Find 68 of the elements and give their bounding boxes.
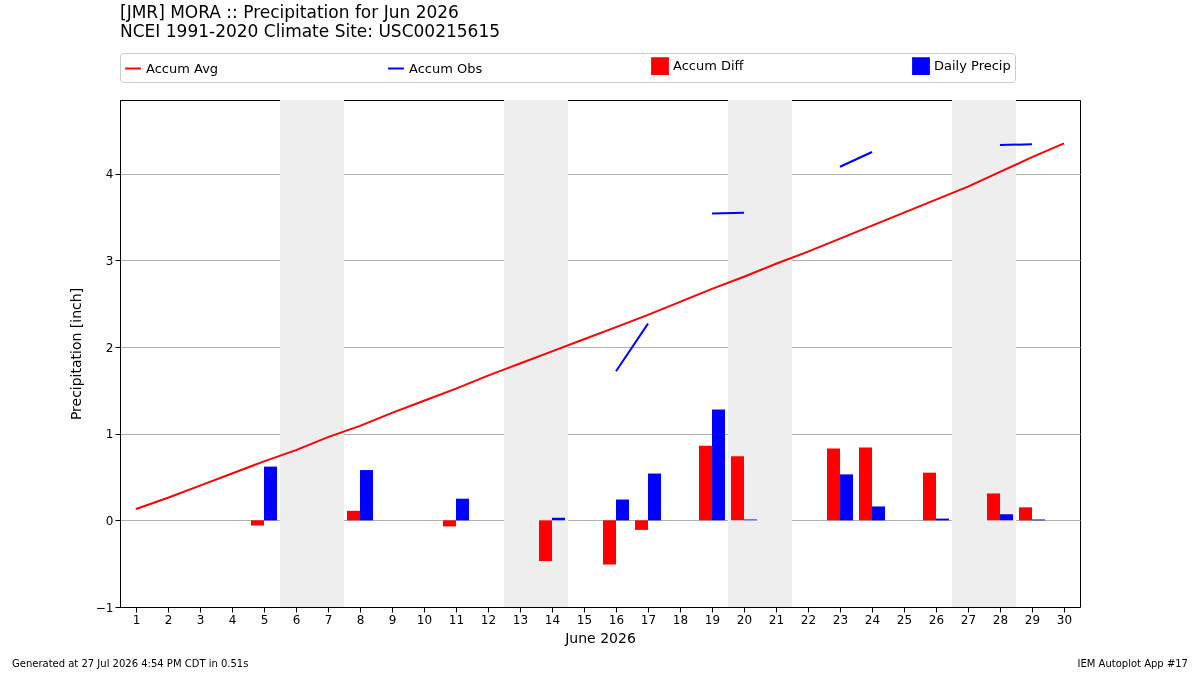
x-tick-label: 21 bbox=[768, 612, 785, 627]
x-tick-label: 30 bbox=[1056, 612, 1073, 627]
bar bbox=[1019, 507, 1032, 521]
x-tick-label: 19 bbox=[704, 612, 721, 627]
bar bbox=[712, 409, 725, 521]
x-tick-label: 9 bbox=[388, 612, 397, 627]
x-tick-label: 15 bbox=[576, 612, 593, 627]
x-tick-label: 12 bbox=[480, 612, 497, 627]
bar bbox=[251, 520, 264, 526]
legend-label: Accum Diff bbox=[673, 58, 745, 74]
x-tick-label: 10 bbox=[416, 612, 433, 627]
bar bbox=[648, 473, 661, 521]
legend-label: Accum Avg bbox=[146, 60, 219, 76]
y-tick-label: −1 bbox=[95, 600, 114, 615]
bar bbox=[1000, 514, 1013, 521]
x-tick-label: 3 bbox=[196, 612, 205, 627]
bar bbox=[859, 447, 872, 521]
x-tick-label: 25 bbox=[896, 612, 913, 627]
bar bbox=[987, 493, 1000, 521]
x-tick-label: 11 bbox=[448, 612, 465, 627]
y-tick-label: 4 bbox=[105, 167, 114, 182]
x-tick-label: 1 bbox=[132, 612, 141, 627]
x-tick-label: 26 bbox=[928, 612, 945, 627]
x-tick-label: 16 bbox=[608, 612, 625, 627]
line-series bbox=[135, 142, 1065, 511]
x-tick-label: 4 bbox=[228, 612, 237, 627]
x-tick-label: 13 bbox=[512, 612, 529, 627]
bar bbox=[872, 506, 885, 521]
bar bbox=[699, 445, 712, 521]
bar bbox=[264, 466, 277, 521]
x-tick-label: 5 bbox=[260, 612, 269, 627]
x-tick-label: 7 bbox=[324, 612, 333, 627]
bar bbox=[731, 456, 744, 521]
x-tick-label: 14 bbox=[544, 612, 561, 627]
bar bbox=[923, 472, 936, 521]
x-tick-label: 23 bbox=[832, 612, 849, 627]
bar bbox=[360, 470, 373, 521]
x-tick-label: 27 bbox=[960, 612, 977, 627]
y-tick-label: 2 bbox=[105, 340, 114, 355]
y-tick-label: 1 bbox=[105, 427, 114, 442]
x-tick-label: 22 bbox=[800, 612, 817, 627]
x-tick-label: 24 bbox=[864, 612, 881, 627]
x-tick-label: 6 bbox=[292, 612, 301, 627]
bar bbox=[603, 520, 616, 565]
y-tick-label: 0 bbox=[105, 513, 114, 528]
legend-label: Daily Precip bbox=[934, 58, 1011, 74]
y-axis-title: Precipitation [inch] bbox=[67, 287, 84, 421]
bar bbox=[840, 474, 853, 521]
bar bbox=[539, 520, 552, 562]
legend-label: Accum Obs bbox=[409, 60, 483, 76]
x-tick-label: 20 bbox=[736, 612, 753, 627]
text: Generated at 27 Jul 2026 4:54 PM CDT in 0.51s bbox=[12, 658, 249, 669]
x-tick-label: 28 bbox=[992, 612, 1009, 627]
bar bbox=[616, 499, 629, 521]
bar bbox=[827, 448, 840, 521]
bar bbox=[635, 520, 648, 530]
x-tick-label: 29 bbox=[1024, 612, 1041, 627]
x-tick-label: 18 bbox=[672, 612, 689, 627]
text: IEM Autoplot App #17 bbox=[1077, 658, 1188, 669]
x-axis-title: June 2026 bbox=[564, 629, 636, 646]
x-tick-label: 8 bbox=[356, 612, 365, 627]
bar bbox=[456, 498, 469, 521]
chart-title: [JMR] MORA :: Precipitation for Jun 2026 bbox=[120, 1, 459, 22]
bar bbox=[347, 510, 360, 521]
bar bbox=[443, 520, 456, 527]
x-tick-label: 17 bbox=[640, 612, 657, 627]
y-tick-label: 3 bbox=[105, 253, 114, 268]
x-tick-label: 2 bbox=[164, 612, 173, 627]
